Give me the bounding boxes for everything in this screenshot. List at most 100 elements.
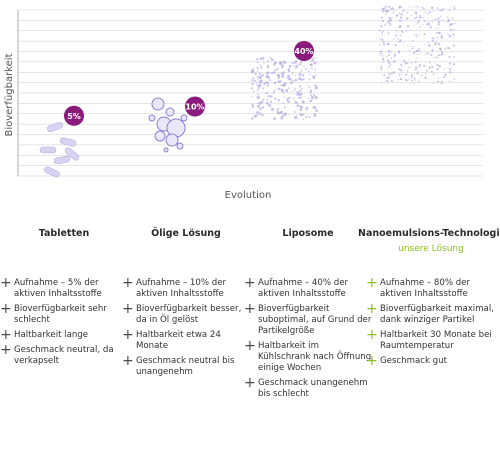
particle [450, 36, 452, 38]
particle [269, 100, 273, 103]
particle [387, 59, 390, 62]
particle [301, 74, 305, 77]
particle [258, 86, 261, 89]
particle [399, 19, 402, 22]
particle [398, 12, 401, 15]
particle [414, 79, 416, 81]
particle [453, 55, 455, 58]
particle [261, 56, 265, 60]
particle [301, 100, 305, 104]
particle [277, 80, 281, 84]
particle [300, 61, 303, 64]
tablets-illustration [39, 121, 80, 178]
particle [437, 77, 439, 79]
particle [380, 65, 382, 67]
particle [425, 12, 427, 14]
column-title: Ölige Lösung [151, 228, 221, 239]
particle [436, 42, 439, 44]
particle [261, 74, 264, 77]
capsule [53, 155, 71, 165]
particle [398, 50, 401, 52]
particle [305, 106, 309, 110]
particle [413, 23, 415, 25]
particle [400, 64, 403, 66]
particle [411, 79, 413, 82]
particle [258, 101, 262, 105]
column-liposome: Liposome + Aufnahme – 40% der aktiven Inh… [244, 228, 372, 399]
particle [421, 6, 424, 9]
particle [266, 98, 269, 101]
particle [431, 65, 434, 69]
capsule [64, 147, 80, 161]
particle [393, 9, 395, 12]
particle [270, 71, 274, 75]
particle [432, 82, 435, 84]
particle [437, 66, 439, 68]
particle [281, 110, 283, 113]
particle [314, 112, 316, 115]
particle [311, 58, 315, 62]
particle [401, 29, 404, 33]
particle [283, 92, 285, 94]
particle [414, 11, 418, 14]
particle [419, 78, 421, 80]
particle [296, 104, 300, 108]
plus-icon: + [366, 327, 378, 343]
particle [390, 72, 393, 75]
particle [448, 56, 451, 58]
particle [266, 75, 270, 79]
particle [431, 70, 433, 73]
particle [273, 69, 276, 72]
capsule [44, 166, 60, 178]
particle [384, 22, 386, 24]
particle [445, 39, 447, 40]
column-subtitle: unsere Lösung [398, 244, 464, 254]
particle [390, 57, 393, 59]
particle [380, 67, 383, 70]
particle [288, 96, 291, 99]
particle [388, 65, 390, 68]
particle [449, 68, 452, 71]
particle [315, 73, 317, 76]
particle [429, 60, 431, 63]
particle [251, 95, 253, 98]
particle [417, 70, 419, 72]
particle [396, 76, 398, 78]
particle [270, 107, 275, 111]
particle [294, 116, 298, 120]
particle [382, 55, 384, 57]
plus-icon: + [122, 275, 134, 291]
particle [302, 113, 305, 116]
particle [416, 49, 419, 52]
particle [388, 54, 390, 57]
particle [282, 102, 284, 104]
particle [287, 67, 291, 71]
particle [429, 62, 431, 64]
particle [283, 82, 287, 85]
particle [302, 118, 304, 121]
particle [406, 62, 409, 64]
particle [408, 6, 410, 8]
particle [453, 78, 456, 80]
particle [437, 57, 439, 59]
particle [276, 110, 280, 114]
particle [448, 20, 450, 22]
particle [389, 24, 392, 26]
particle [298, 72, 302, 77]
particle [432, 73, 435, 76]
particle [443, 75, 446, 78]
particle [256, 58, 259, 61]
particle [405, 30, 407, 32]
plus-icon: + [366, 353, 378, 369]
particle [305, 109, 307, 112]
particle [406, 11, 409, 14]
particle [266, 84, 270, 87]
particle [392, 61, 394, 63]
particle [424, 37, 426, 39]
particle [393, 55, 395, 58]
particle [302, 78, 305, 81]
particle [437, 17, 440, 20]
feature-item: + Geschmack unangenehm bis schlecht [244, 375, 368, 399]
particle [440, 53, 444, 56]
nanoemulsion-particles-illustration [379, 5, 456, 85]
